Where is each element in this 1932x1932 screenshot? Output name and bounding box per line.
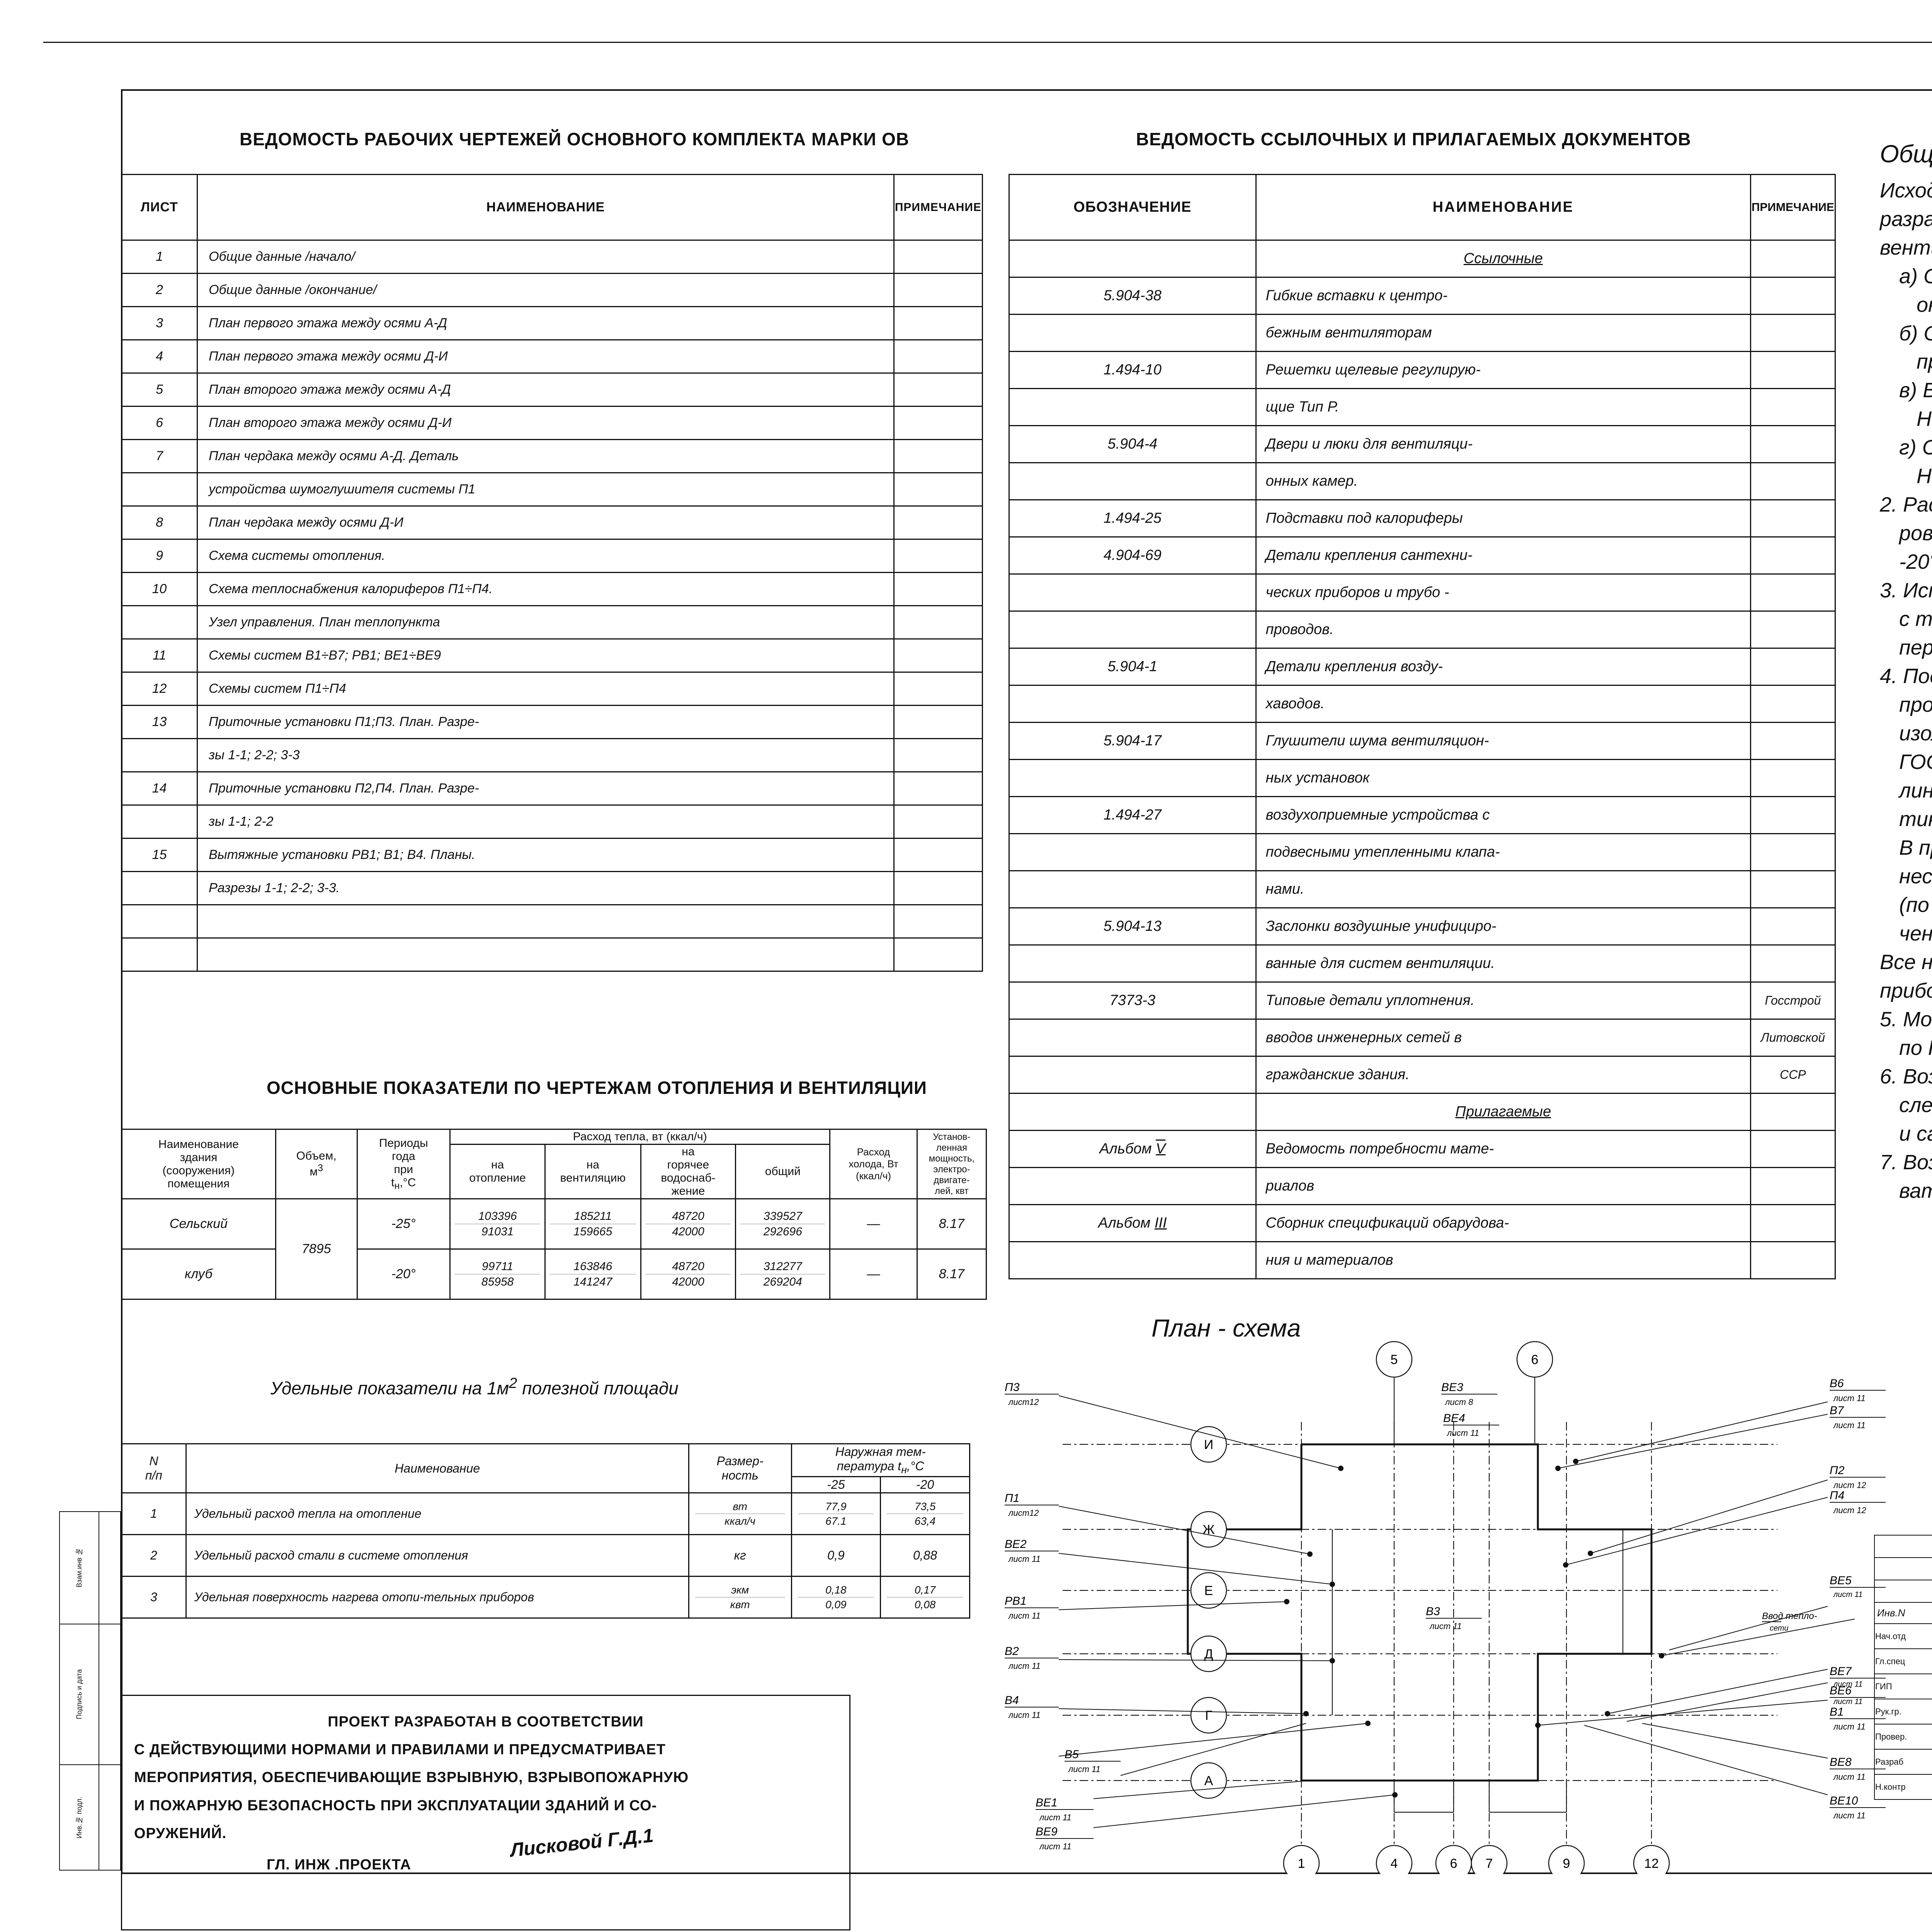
svg-text:4: 4 (1391, 1856, 1398, 1871)
svg-text:лист 11: лист 11 (1446, 1428, 1479, 1438)
svg-text:лист 8: лист 8 (1444, 1397, 1473, 1407)
svg-text:лист 11: лист 11 (1008, 1611, 1041, 1621)
svg-text:ВЕ2: ВЕ2 (1005, 1538, 1027, 1551)
svg-text:РВ1: РВ1 (1005, 1595, 1027, 1607)
svg-text:лист 11: лист 11 (1833, 1811, 1866, 1820)
svg-text:ВЕ9: ВЕ9 (1036, 1825, 1058, 1838)
svg-text:ВЕ4: ВЕ4 (1443, 1412, 1465, 1425)
svg-text:В3: В3 (1426, 1605, 1440, 1618)
svg-text:Г: Г (1205, 1708, 1212, 1723)
svg-text:6: 6 (1531, 1352, 1539, 1367)
svg-text:лист 11: лист 11 (1833, 1772, 1866, 1782)
svg-text:сети: сети (1770, 1624, 1789, 1633)
svg-text:В1: В1 (1830, 1706, 1844, 1718)
svg-text:6: 6 (1450, 1856, 1458, 1871)
svg-text:лист 11: лист 11 (1008, 1661, 1041, 1671)
svg-text:7: 7 (1486, 1856, 1493, 1871)
svg-text:1: 1 (1298, 1856, 1305, 1871)
svg-text:лист 11: лист 11 (1833, 1697, 1862, 1706)
svg-text:ВЕ5: ВЕ5 (1830, 1574, 1852, 1587)
svg-text:лист 12: лист 12 (1833, 1480, 1866, 1490)
svg-text:В7: В7 (1830, 1404, 1844, 1417)
svg-text:Д: Д (1204, 1647, 1213, 1662)
svg-text:лист 11: лист 11 (1008, 1710, 1041, 1720)
svg-text:лист 11: лист 11 (1068, 1764, 1100, 1774)
svg-text:лист 11: лист 11 (1039, 1842, 1071, 1851)
svg-text:5: 5 (1391, 1352, 1398, 1367)
svg-text:И: И (1204, 1437, 1213, 1452)
svg-text:12: 12 (1644, 1856, 1659, 1871)
svg-text:лист 11: лист 11 (1833, 1420, 1866, 1430)
svg-text:А: А (1204, 1774, 1213, 1788)
svg-text:ВЕ10: ВЕ10 (1830, 1794, 1858, 1807)
svg-text:В5: В5 (1065, 1748, 1079, 1761)
svg-text:ВЕ1: ВЕ1 (1036, 1796, 1058, 1809)
svg-text:Ввод тепло-: Ввод тепло- (1762, 1611, 1817, 1621)
svg-text:лист 11: лист 11 (1833, 1590, 1862, 1599)
svg-text:ВЕ8: ВЕ8 (1830, 1756, 1852, 1769)
svg-text:ВЕ6: ВЕ6 (1830, 1684, 1852, 1697)
svg-text:Е: Е (1204, 1583, 1213, 1598)
svg-text:лист 11: лист 11 (1429, 1621, 1462, 1631)
svg-text:лист12: лист12 (1008, 1397, 1039, 1407)
svg-text:лист12: лист12 (1008, 1508, 1039, 1518)
svg-text:лист 11: лист 11 (1008, 1554, 1041, 1564)
svg-text:лист 11: лист 11 (1833, 1393, 1866, 1403)
svg-text:ВЕ3: ВЕ3 (1441, 1381, 1463, 1394)
svg-text:В2: В2 (1005, 1645, 1019, 1658)
svg-text:лист 11: лист 11 (1039, 1813, 1071, 1822)
svg-text:П2: П2 (1830, 1464, 1845, 1477)
svg-text:9: 9 (1563, 1856, 1570, 1871)
svg-text:лист 12: лист 12 (1833, 1505, 1866, 1515)
svg-text:П1: П1 (1005, 1492, 1019, 1505)
svg-text:ВЕ7: ВЕ7 (1830, 1665, 1852, 1678)
svg-text:П4: П4 (1830, 1489, 1844, 1502)
svg-text:П3: П3 (1005, 1381, 1020, 1394)
svg-text:лист 11: лист 11 (1833, 1722, 1866, 1731)
svg-text:В6: В6 (1830, 1377, 1844, 1390)
svg-text:В4: В4 (1005, 1694, 1019, 1707)
